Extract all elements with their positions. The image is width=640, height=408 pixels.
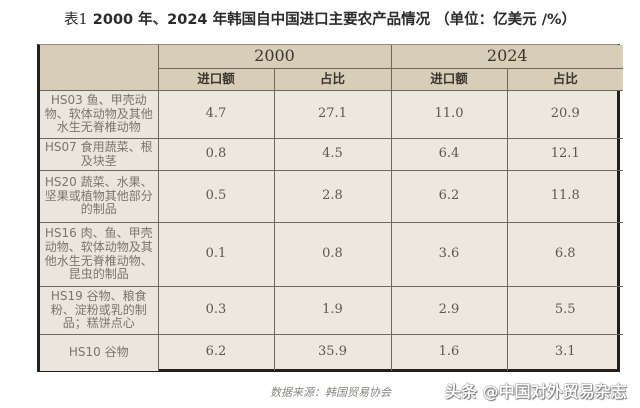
table-row: HS10 谷物 6.2 35.9 1.6 3.1 <box>40 334 623 371</box>
table-row: HS20 蔬菜、水果、坚果或植物其他部分的制品 0.5 2.8 6.2 11.8 <box>40 170 623 223</box>
title-unit: （单位：亿美元 /%） <box>435 12 577 28</box>
cell-share-2000: 4.5 <box>273 138 392 171</box>
table-row: HS03 鱼、甲壳动物、软体动物及其他水生无脊椎动物 4.7 27.1 11.0… <box>40 90 623 139</box>
header-import-2024: 进口额 <box>390 68 508 91</box>
row-name: HS03 鱼、甲壳动物、软体动物及其他水生无脊椎动物 <box>40 90 159 139</box>
row-name: HS07 食用蔬菜、根及块茎 <box>40 138 159 171</box>
cell-import-2000: 0.3 <box>157 286 275 335</box>
row-name: HS16 肉、鱼、甲壳动物、软体动物及其他水生无脊椎动物、昆虫的制品 <box>40 222 159 287</box>
table-title: 表1 2000 年、2024 年韩国自中国进口主要农产品情况 （单位：亿美元 /… <box>0 8 640 29</box>
cell-import-2024: 11.0 <box>390 90 508 139</box>
table-row: HS16 肉、鱼、甲壳动物、软体动物及其他水生无脊椎动物、昆虫的制品 0.1 0… <box>40 222 623 287</box>
table-row: HS19 谷物、粮食粉、淀粉或乳的制品；糕饼点心 0.3 1.9 2.9 5.5 <box>40 286 623 335</box>
title-text: 2000 年、2024 年韩国自中国进口主要农产品情况 <box>92 12 431 28</box>
header-import-2000: 进口额 <box>158 68 275 91</box>
cell-import-2024: 2.9 <box>390 286 508 335</box>
header-share-2000: 占比 <box>273 68 392 91</box>
header-year-2024: 2024 <box>390 45 623 69</box>
cell-share-2024: 12.1 <box>506 138 623 171</box>
cell-import-2000: 4.7 <box>157 90 275 139</box>
import-table: 2000 2024 进口额 占比 进口额 占比 HS03 鱼、甲壳动物、软体动物… <box>40 45 623 371</box>
cell-share-2024: 6.8 <box>506 222 623 287</box>
cell-share-2000: 35.9 <box>273 334 392 371</box>
header-corner <box>40 45 159 91</box>
cell-import-2024: 1.6 <box>390 334 508 371</box>
cell-share-2000: 27.1 <box>273 90 392 139</box>
header-row-years: 2000 2024 <box>40 45 623 91</box>
row-name: HS19 谷物、粮食粉、淀粉或乳的制品；糕饼点心 <box>40 286 159 335</box>
header-share-2024: 占比 <box>506 68 623 91</box>
table-row: HS07 食用蔬菜、根及块茎 0.8 4.5 6.4 12.1 <box>40 138 623 171</box>
cell-import-2024: 3.6 <box>390 222 508 287</box>
cell-share-2000: 0.8 <box>273 222 392 287</box>
cell-import-2000: 0.1 <box>157 222 275 287</box>
watermark: 头条 @中国对外贸易杂志 <box>445 382 627 401</box>
header-year-2000: 2000 <box>157 45 392 69</box>
table-label: 表1 <box>63 12 88 28</box>
cell-share-2024: 3.1 <box>506 334 623 371</box>
cell-share-2024: 5.5 <box>506 286 623 335</box>
cell-share-2024: 11.8 <box>506 170 623 223</box>
cell-share-2000: 2.8 <box>273 170 392 223</box>
cell-import-2024: 6.2 <box>390 170 508 223</box>
data-table-container: 2000 2024 进口额 占比 进口额 占比 HS03 鱼、甲壳动物、软体动物… <box>37 44 623 372</box>
cell-import-2000: 0.8 <box>157 138 275 171</box>
cell-share-2000: 1.9 <box>273 286 392 335</box>
cell-import-2000: 0.5 <box>157 170 275 223</box>
data-source-note: 数据来源：韩国贸易协会 <box>270 386 391 399</box>
cell-import-2024: 6.4 <box>390 138 508 171</box>
row-name: HS20 蔬菜、水果、坚果或植物其他部分的制品 <box>40 170 159 223</box>
cell-share-2024: 20.9 <box>506 90 623 139</box>
cell-import-2000: 6.2 <box>157 334 275 371</box>
row-name: HS10 谷物 <box>40 334 159 371</box>
header-row-sub: 进口额 占比 进口额 占比 <box>40 68 623 91</box>
